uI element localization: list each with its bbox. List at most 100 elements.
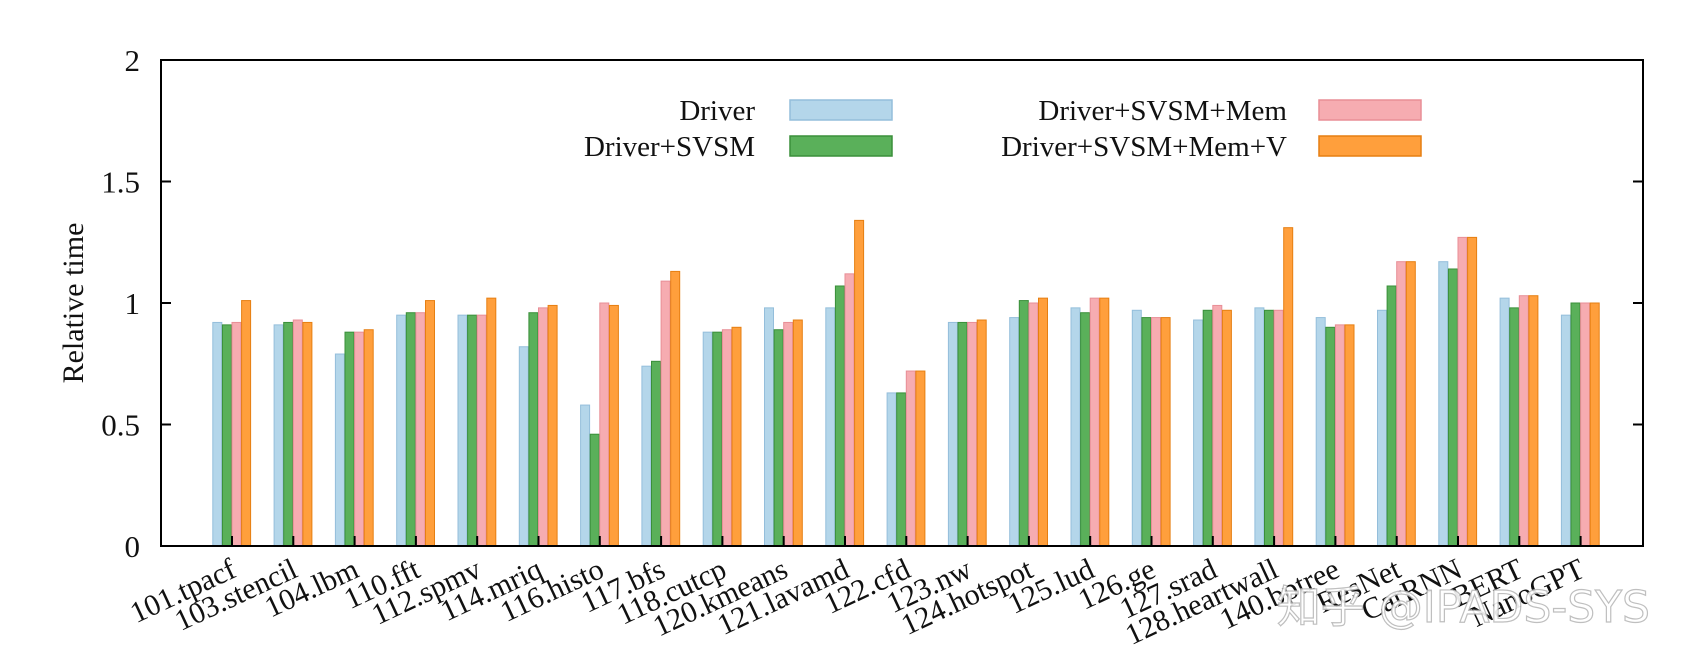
bar-carrnn-driver [1438,261,1449,547]
bar-117-bfs-driver [641,365,652,547]
bar-122-cfd-driver-svsm-mem-v [915,370,926,547]
bar-120-kmeans-driver-svsm-mem-v [792,319,803,547]
bar-104-lbm-driver [334,353,345,547]
bar-nanogpt-driver-svsm [1570,302,1581,547]
bar-carrnn-driver-svsm [1447,268,1458,547]
y-tick-label: 1 [125,286,141,321]
bar-bert-driver-svsm-mem [1518,295,1529,547]
bar-103-stencil-driver-svsm [283,321,294,547]
bar-103-stencil-driver-svsm-mem [292,319,303,547]
y-axis-title: Relative time [57,223,90,384]
bar-126-ge-driver-svsm-mem [1151,317,1161,547]
bar-112-spmv-driver-svsm-mem-v [486,297,497,547]
bar-125-lud-driver [1070,307,1081,547]
legend-label-driver-svsm-mem: Driver+SVSM+Mem [1038,95,1287,127]
y-tick-label: 0 [125,529,141,564]
bar-112-spmv-driver-svsm [467,314,478,547]
bar-bert-driver-svsm-mem-v [1528,295,1539,547]
bar-104-lbm-driver-svsm-mem [354,331,365,547]
bar-resnet-driver-svsm-mem [1396,261,1407,547]
bar-123-nw-driver [947,321,958,547]
bar-carrnn-driver-svsm-mem [1457,236,1468,547]
bar-nanogpt-driver-svsm-mem-v [1589,302,1600,547]
bar-101-tpacf-driver-svsm [221,324,232,547]
bar-127-srad-driver-svsm [1202,309,1213,547]
bar-118-cutcp-driver-svsm [712,331,723,547]
legend-swatch-driver-svsm [789,135,893,157]
bar-122-cfd-driver [886,392,897,547]
legend-swatch-driver [789,99,893,121]
bar-123-nw-driver-svsm [957,321,968,547]
bar-114-mriq-driver-svsm-mem-v [547,304,558,547]
bar-bert-driver [1499,297,1510,547]
bar-124-hotspot-driver-svsm [1018,300,1029,547]
bar-103-stencil-driver-svsm-mem-v [302,321,313,547]
bar-110-fft-driver-svsm-mem-v [425,300,435,547]
bar-118-cutcp-driver-svsm-mem-v [731,326,742,547]
bar-122-cfd-driver-svsm [896,392,907,547]
bar-101-tpacf-driver-svsm-mem-v [241,300,252,547]
bar-bert-driver-svsm [1509,307,1520,547]
bar-128-heartwall-driver [1254,307,1265,547]
y-tick-label: 0.5 [101,408,140,443]
bar-128-heartwall-driver-svsm-mem [1273,309,1284,547]
bar-101-tpacf-driver [212,321,223,547]
bar-124-hotspot-driver-svsm-mem [1028,302,1039,547]
bar-125-lud-driver-svsm-mem [1089,297,1100,547]
bar-121-lavamd-driver [825,307,836,547]
legend-label-driver: Driver [679,95,755,127]
bar-116-histo-driver-svsm-mem-v [608,304,619,547]
bar-127-srad-driver [1193,319,1204,547]
bar-117-bfs-driver-svsm-mem [660,280,671,547]
bar-127-srad-driver-svsm-mem [1212,304,1223,547]
bar-resnet-driver [1377,309,1387,547]
bar-140-bptree-driver-svsm-mem-v [1344,324,1355,547]
bar-124-hotspot-driver-svsm-mem-v [1038,297,1048,547]
y-axis: 0 0.5 1 1.5 2 [101,43,1643,564]
bar-resnet-driver-svsm-mem-v [1405,261,1416,547]
bar-140-bptree-driver-svsm [1325,326,1336,547]
bar-116-histo-driver [580,404,591,547]
bar-110-fft-driver-svsm [405,312,416,547]
y-tick-label: 2 [125,43,141,78]
bar-112-spmv-driver-svsm-mem [476,314,487,547]
bar-121-lavamd-driver-svsm-mem [844,273,855,547]
bar-140-bptree-driver-svsm-mem [1334,324,1345,547]
bars-layer [212,219,1600,547]
bar-101-tpacf-driver-svsm-mem [231,321,242,547]
bar-126-ge-driver-svsm-mem-v [1160,317,1171,547]
bar-120-kmeans-driver [764,307,774,547]
bar-125-lud-driver-svsm-mem-v [1099,297,1110,547]
bar-carrnn-driver-svsm-mem-v [1467,236,1478,547]
bar-118-cutcp-driver-svsm-mem [721,329,732,547]
bar-114-mriq-driver-svsm-mem [538,307,548,547]
bar-121-lavamd-driver-svsm-mem-v [854,219,865,547]
bar-118-cutcp-driver [702,331,713,547]
bar-120-kmeans-driver-svsm-mem [783,321,794,547]
bar-116-histo-driver-svsm [589,433,600,547]
bar-125-lud-driver-svsm [1080,312,1091,547]
bar-123-nw-driver-svsm-mem-v [976,319,987,547]
bar-104-lbm-driver-svsm [344,331,355,547]
bar-116-histo-driver-svsm-mem [599,302,610,547]
bar-120-kmeans-driver-svsm [773,329,784,547]
bar-128-heartwall-driver-svsm [1264,309,1274,547]
bar-117-bfs-driver-svsm-mem-v [670,270,681,547]
bar-117-bfs-driver-svsm [651,360,661,547]
bar-104-lbm-driver-svsm-mem-v [363,329,374,547]
bar-121-lavamd-driver-svsm [834,285,845,547]
bar-126-ge-driver-svsm [1141,317,1152,547]
y-tick-label: 1.5 [101,165,140,200]
bar-112-spmv-driver [457,314,468,547]
legend-label-driver-svsm: Driver+SVSM [584,131,755,163]
bar-nanogpt-driver [1560,314,1571,547]
legend-swatch-driver-svsm-mem-v [1318,135,1422,157]
bar-103-stencil-driver [273,324,284,547]
bar-122-cfd-driver-svsm-mem [905,370,916,547]
bar-nanogpt-driver-svsm-mem [1580,302,1591,547]
bar-140-bptree-driver [1315,317,1326,547]
legend-label-driver-svsm-mem-v: Driver+SVSM+Mem+V [1001,131,1287,163]
bar-128-heartwall-driver-svsm-mem-v [1283,227,1294,547]
legend: Driver Driver+SVSM Driver+SVSM+Mem Driver+S… [584,95,1422,163]
